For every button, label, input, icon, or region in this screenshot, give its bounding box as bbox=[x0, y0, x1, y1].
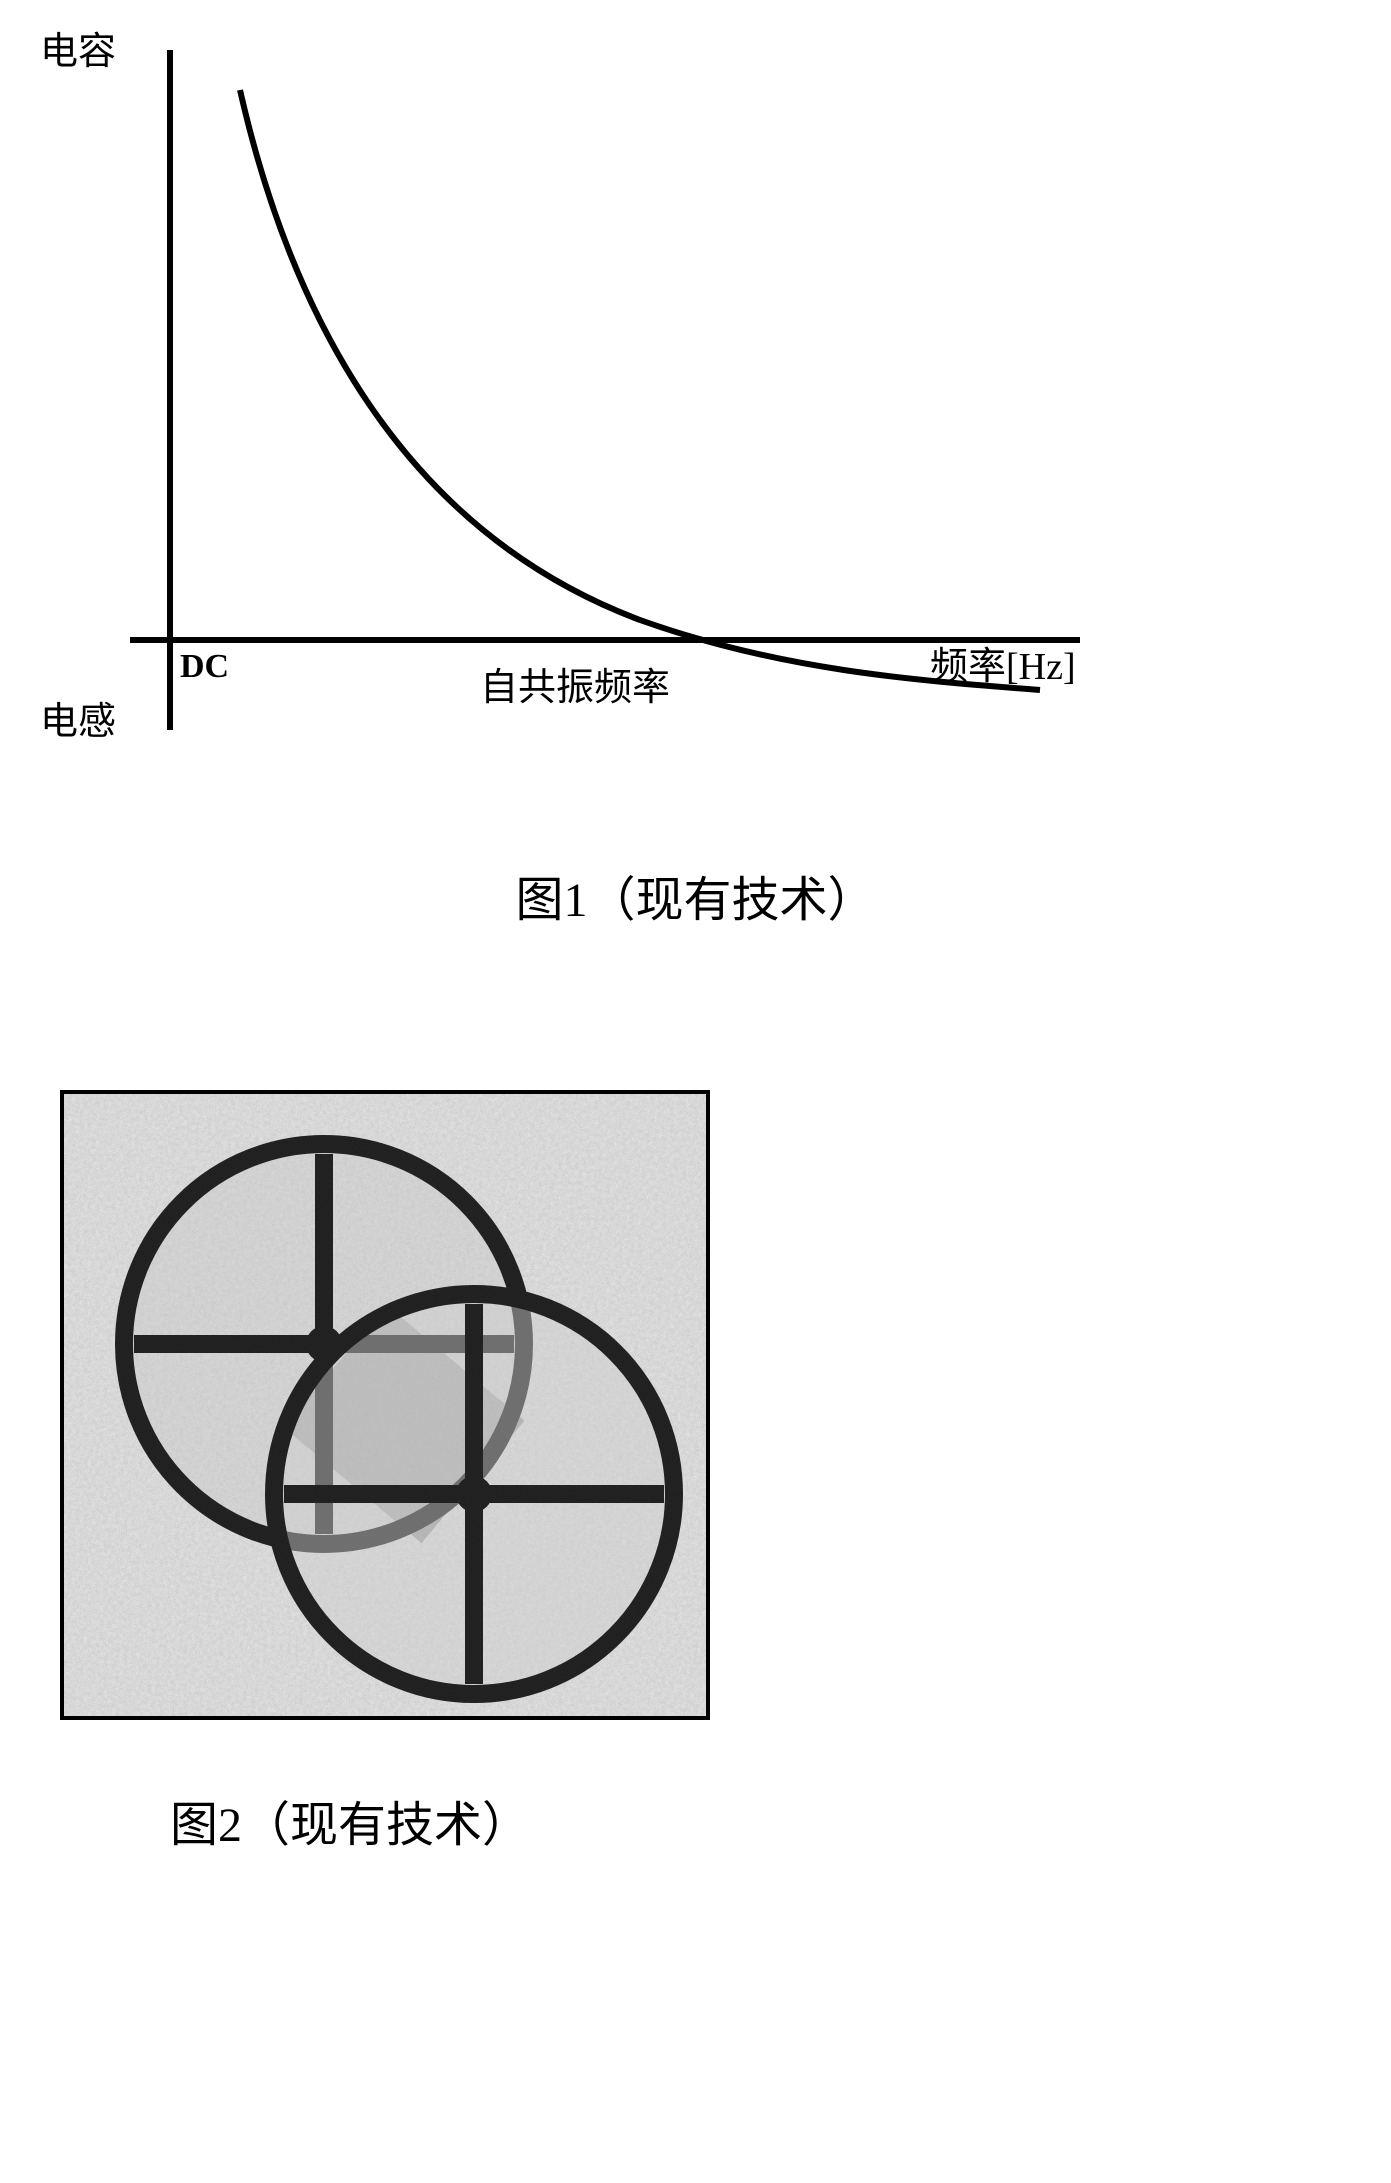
x-axis-end-label: 频率[Hz] bbox=[930, 635, 1076, 690]
curve-path bbox=[240, 90, 1040, 690]
figure-1-caption: 图1（现有技术） bbox=[40, 860, 1351, 930]
photo-frame bbox=[60, 1090, 710, 1720]
photo-noise-3 bbox=[64, 1094, 706, 1716]
figure-2-container: 图2（现有技术） bbox=[40, 1090, 1351, 1855]
y-axis-top-label: 电容 bbox=[40, 20, 116, 75]
x-axis-crossing-label: 自共振频率 bbox=[480, 656, 670, 711]
photo-svg bbox=[64, 1094, 706, 1716]
chart-wrapper: 电容 电感 DC 自共振频率 频率[Hz] bbox=[60, 30, 1160, 780]
x-axis-origin-label: DC bbox=[180, 648, 229, 686]
figure-1-container: 电容 电感 DC 自共振频率 频率[Hz] 图1（现有技术） bbox=[40, 30, 1351, 930]
figure-2-caption: 图2（现有技术） bbox=[170, 1785, 1351, 1855]
photo-wrapper bbox=[60, 1090, 1351, 1725]
y-axis-bottom-label: 电感 bbox=[40, 690, 116, 745]
